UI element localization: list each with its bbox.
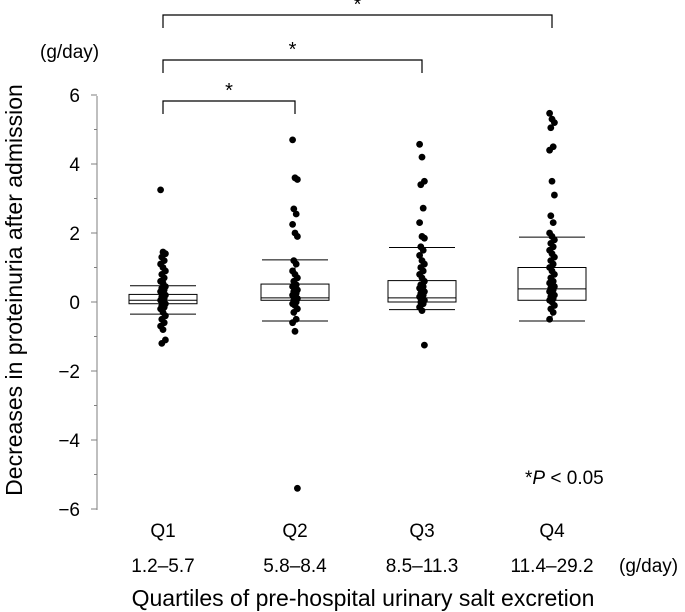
note-p: P (532, 468, 545, 489)
y-tick-label: −2 (58, 362, 80, 383)
group-label: Q1 (150, 521, 175, 542)
data-point (551, 119, 558, 126)
group-range: 5.8–8.4 (263, 556, 327, 577)
data-point (548, 177, 556, 185)
significance-bracket (162, 59, 423, 73)
y-ticks: 6 4 2 0 −2 −4 −6 (58, 86, 97, 521)
y-unit-label: (g/day) (40, 42, 99, 63)
data-point (292, 260, 300, 268)
data-point (289, 220, 296, 228)
group-range: 8.5–11.3 (386, 556, 459, 577)
data-point (294, 176, 301, 183)
x-unit-label: (g/day) (619, 556, 678, 577)
group-label: Q3 (409, 521, 434, 542)
x-axis-title: Quartiles of pre-hospital urinary salt e… (132, 585, 595, 611)
note-prefix: * (525, 468, 533, 489)
y-tick-label: −4 (58, 431, 80, 452)
y-tick-label: 2 (69, 224, 80, 245)
y-tick-label: 4 (69, 155, 80, 176)
data-point (158, 340, 166, 347)
data-point (289, 319, 296, 327)
note-suffix: < 0.05 (545, 468, 604, 489)
data-point (546, 315, 553, 323)
data-point (419, 246, 427, 254)
group-range: 11.4–29.2 (510, 556, 593, 577)
data-point (290, 308, 298, 316)
data-point (551, 191, 558, 199)
significance-bracket (162, 14, 553, 28)
data-point (546, 146, 553, 154)
data-point (546, 109, 553, 117)
y-axis-title: Decreases in proteinuria after admission (1, 84, 27, 496)
significance-star: * (354, 0, 362, 16)
data-point (421, 341, 428, 349)
significance-bracket (162, 100, 296, 114)
data-point (419, 204, 427, 212)
significance-star: * (225, 80, 233, 102)
data-point (547, 212, 555, 220)
boxes (128, 236, 587, 322)
group-label: Q2 (282, 521, 307, 542)
data-point (418, 307, 426, 315)
y-tick-label: 6 (69, 86, 80, 107)
data-point (292, 210, 300, 218)
significance-note: *P < 0.05 (525, 468, 604, 489)
data-point (416, 252, 423, 259)
y-tick-label: −6 (58, 500, 80, 521)
data-point (547, 124, 555, 132)
data-point (549, 308, 557, 316)
significance-brackets: * * * (162, 0, 553, 114)
data-point (157, 186, 165, 194)
data-point (416, 219, 423, 227)
data-point (159, 326, 167, 333)
data-point (294, 233, 301, 240)
y-tick-label: 0 (69, 293, 80, 314)
data-point (418, 153, 426, 161)
significance-star: * (289, 39, 297, 61)
x-labels: Q1 1.2–5.7 Q2 5.8–8.4 Q3 8.5–11.3 Q4 11.4–29.2 (131, 521, 593, 577)
data-point (416, 140, 423, 148)
data-point (294, 484, 301, 492)
group-label: Q4 (539, 521, 565, 542)
data-point (549, 219, 557, 227)
data-point (291, 327, 299, 335)
data-point (289, 136, 296, 144)
data-point (290, 205, 298, 213)
data-points (157, 109, 558, 492)
data-point (421, 234, 428, 242)
data-point (417, 181, 425, 189)
group-range: 1.2–5.7 (131, 556, 194, 577)
